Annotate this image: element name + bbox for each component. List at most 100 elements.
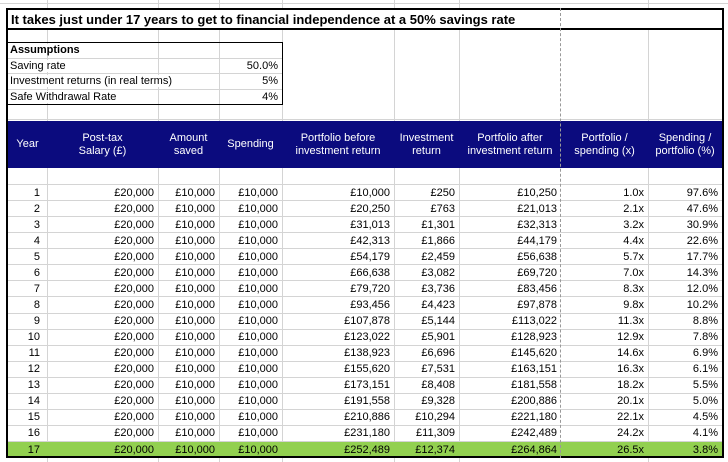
table-cell[interactable]: £20,000 (114, 347, 154, 360)
table-cell[interactable]: 8.8% (692, 315, 718, 328)
table-cell[interactable]: £113,022 (511, 315, 557, 328)
table-cell[interactable]: £10,000 (350, 186, 390, 199)
table-cell[interactable]: 17 (27, 443, 40, 456)
table-cell[interactable]: £32,313 (517, 218, 557, 231)
table-cell[interactable]: 5.0% (692, 395, 718, 408)
table-cell[interactable]: 30.9% (686, 218, 718, 231)
table-cell[interactable]: 8.3x (623, 282, 644, 295)
table-cell[interactable]: 16 (27, 427, 40, 440)
table-cell[interactable]: 12.9x (617, 331, 644, 344)
table-cell[interactable]: £69,720 (517, 266, 557, 279)
table-cell[interactable]: 12 (27, 363, 40, 376)
table-cell[interactable]: 47.6% (686, 202, 718, 215)
table-cell[interactable]: £7,531 (421, 363, 455, 376)
table-cell[interactable]: £20,000 (114, 443, 154, 456)
table-cell[interactable]: £2,459 (421, 250, 455, 263)
table-cell[interactable]: £10,000 (238, 234, 278, 247)
table-cell[interactable]: £66,638 (350, 266, 390, 279)
table-cell[interactable]: 14.6x (617, 347, 644, 360)
table-cell[interactable]: £20,000 (114, 266, 154, 279)
table-cell[interactable]: £4,423 (421, 298, 455, 311)
table-cell[interactable]: £10,000 (175, 331, 215, 344)
table-cell[interactable]: £107,878 (344, 315, 390, 328)
table-cell[interactable]: £242,489 (511, 427, 557, 440)
table-cell[interactable]: £10,000 (238, 347, 278, 360)
table-cell[interactable]: £181,558 (511, 379, 557, 392)
table-cell[interactable]: £1,866 (421, 234, 455, 247)
table-cell[interactable]: 24.2x (617, 427, 644, 440)
table-cell[interactable]: £5,901 (421, 331, 455, 344)
table-cell[interactable]: £42,313 (350, 234, 390, 247)
table-cell[interactable]: £210,886 (344, 411, 390, 424)
table-cell[interactable]: 97.6% (686, 186, 718, 199)
table-cell[interactable]: £145,620 (511, 347, 557, 360)
table-cell[interactable]: £173,151 (344, 379, 390, 392)
table-cell[interactable]: £10,000 (175, 347, 215, 360)
table-cell[interactable]: £20,000 (114, 315, 154, 328)
table-cell[interactable]: £10,000 (238, 250, 278, 263)
table-cell[interactable]: 4 (33, 234, 40, 247)
table-cell[interactable]: £250 (430, 186, 455, 199)
table-cell[interactable]: £10,294 (415, 411, 455, 424)
table-cell[interactable]: £20,000 (114, 282, 154, 295)
table-cell[interactable]: 7 (33, 282, 40, 295)
assumption-value-cell[interactable]: 4% (262, 90, 278, 103)
table-cell[interactable]: £20,000 (114, 298, 154, 311)
table-cell[interactable]: 3.2x (623, 218, 644, 231)
table-cell[interactable]: £10,000 (238, 282, 278, 295)
table-cell[interactable]: £1,301 (421, 218, 455, 231)
table-cell[interactable]: £10,000 (238, 427, 278, 440)
table-cell[interactable]: £10,000 (175, 218, 215, 231)
table-cell[interactable]: £10,000 (175, 250, 215, 263)
table-cell[interactable]: £10,000 (238, 363, 278, 376)
table-cell[interactable]: 10 (27, 331, 40, 344)
table-cell[interactable]: 16.3x (617, 363, 644, 376)
table-cell[interactable]: £44,179 (517, 234, 557, 247)
table-cell[interactable]: 11 (28, 347, 40, 360)
assumption-value-cell[interactable]: 50.0% (246, 59, 278, 72)
table-cell[interactable]: £10,000 (175, 363, 215, 376)
table-cell[interactable]: 1.0x (623, 186, 644, 199)
table-cell[interactable]: 12.0% (686, 282, 718, 295)
table-cell[interactable]: £128,923 (511, 331, 557, 344)
table-cell[interactable]: 5.7x (623, 250, 644, 263)
table-cell[interactable]: 6 (33, 266, 40, 279)
table-cell[interactable]: £20,000 (114, 234, 154, 247)
table-cell[interactable]: £10,000 (238, 331, 278, 344)
table-cell[interactable]: 6.1% (692, 363, 718, 376)
table-cell[interactable]: £155,620 (344, 363, 390, 376)
table-cell[interactable]: £20,000 (114, 250, 154, 263)
table-cell[interactable]: £221,180 (511, 411, 557, 424)
table-cell[interactable]: 9.8x (623, 298, 644, 311)
table-cell[interactable]: £6,696 (421, 347, 455, 360)
table-cell[interactable]: 20.1x (617, 395, 644, 408)
table-cell[interactable]: 8 (33, 298, 40, 311)
table-cell[interactable]: £123,022 (344, 331, 390, 344)
table-cell[interactable]: £10,000 (175, 395, 215, 408)
table-cell[interactable]: £20,000 (114, 363, 154, 376)
table-cell[interactable]: £763 (430, 202, 455, 215)
table-cell[interactable]: £10,000 (238, 395, 278, 408)
table-cell[interactable]: £20,000 (114, 186, 154, 199)
table-cell[interactable]: £10,000 (238, 379, 278, 392)
table-cell[interactable]: £10,000 (238, 218, 278, 231)
table-cell[interactable]: £138,923 (344, 347, 390, 360)
table-cell[interactable]: £79,720 (350, 282, 390, 295)
table-cell[interactable]: 15 (27, 411, 40, 424)
table-cell[interactable]: 10.2% (686, 298, 718, 311)
table-cell[interactable]: £10,000 (175, 411, 215, 424)
table-cell[interactable]: £10,000 (175, 427, 215, 440)
table-cell[interactable]: £3,736 (421, 282, 455, 295)
table-cell[interactable]: £264,864 (511, 443, 557, 456)
table-cell[interactable]: 17.7% (686, 250, 718, 263)
table-cell[interactable]: £10,000 (238, 186, 278, 199)
table-cell[interactable]: £10,000 (175, 315, 215, 328)
table-cell[interactable]: £56,638 (517, 250, 557, 263)
table-cell[interactable]: £10,000 (175, 186, 215, 199)
table-cell[interactable]: 7.0x (623, 266, 644, 279)
table-cell[interactable]: 9 (33, 315, 40, 328)
table-cell[interactable]: 3.8% (692, 443, 718, 456)
table-cell[interactable]: 22.6% (686, 234, 718, 247)
table-cell[interactable]: 2.1x (623, 202, 644, 215)
table-cell[interactable]: 18.2x (617, 379, 644, 392)
